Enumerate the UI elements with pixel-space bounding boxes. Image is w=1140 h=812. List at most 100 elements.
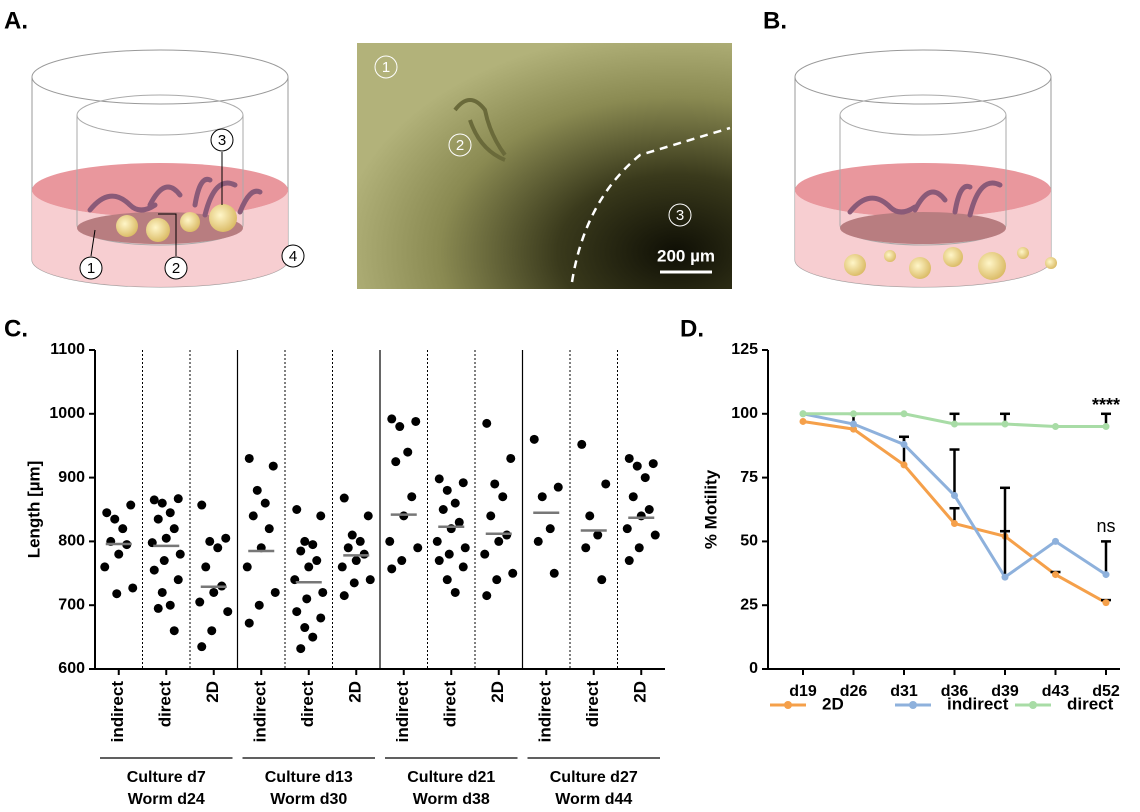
leader bbox=[158, 213, 177, 256]
data-point bbox=[533, 536, 543, 546]
x-tick-label: d39 bbox=[991, 683, 1019, 700]
organoid bbox=[1045, 257, 1057, 269]
marker-circle bbox=[164, 256, 188, 280]
organoid bbox=[180, 212, 200, 232]
data-point bbox=[438, 505, 448, 514]
data-point bbox=[300, 623, 310, 633]
y-tick-label: 600 bbox=[58, 660, 85, 677]
data-point bbox=[110, 514, 120, 524]
x-tick-label: direct bbox=[583, 681, 602, 728]
group-label: Culture d7 bbox=[127, 769, 206, 786]
membrane bbox=[840, 212, 1006, 244]
marker-circle bbox=[668, 203, 692, 227]
data-point bbox=[494, 536, 504, 546]
marker: 3 bbox=[676, 207, 684, 224]
data-point bbox=[1102, 599, 1110, 607]
marker-circle bbox=[281, 244, 305, 268]
data-point bbox=[799, 417, 807, 425]
x-tick-label: 2D bbox=[631, 681, 650, 703]
data-point bbox=[577, 439, 587, 449]
data-point bbox=[549, 568, 559, 578]
x-tick-label: indirect bbox=[393, 681, 412, 743]
x-tick-label: 2D bbox=[346, 681, 365, 703]
x-tick-label: d43 bbox=[1042, 683, 1070, 700]
data-point bbox=[292, 505, 302, 514]
data-point bbox=[100, 562, 110, 572]
data-point bbox=[173, 575, 183, 585]
data-point bbox=[209, 587, 219, 597]
data-point bbox=[308, 632, 318, 642]
data-point bbox=[634, 543, 644, 553]
data-point bbox=[506, 453, 516, 463]
data-point bbox=[316, 511, 326, 521]
data-point bbox=[223, 607, 233, 617]
dish-illustration bbox=[794, 49, 1057, 288]
data-point bbox=[486, 511, 496, 521]
panel-label: A. bbox=[4, 7, 28, 34]
data-point bbox=[460, 543, 470, 553]
data-point bbox=[149, 565, 159, 575]
organoid bbox=[1017, 247, 1029, 259]
organoid bbox=[209, 204, 237, 232]
x-tick-label: d19 bbox=[789, 683, 817, 700]
data-point bbox=[169, 626, 179, 636]
data-point bbox=[490, 479, 500, 489]
data-point bbox=[365, 575, 375, 585]
x-tick-label: indirect bbox=[536, 681, 555, 743]
data-point bbox=[159, 556, 169, 566]
data-point bbox=[355, 536, 365, 546]
data-point bbox=[593, 530, 603, 540]
panel-label: C. bbox=[4, 315, 28, 342]
marker: 2 bbox=[456, 137, 464, 154]
beaker-rim bbox=[794, 49, 1052, 105]
data-point bbox=[312, 556, 322, 566]
data-point bbox=[128, 583, 138, 593]
data-point bbox=[1102, 571, 1110, 579]
data-point bbox=[302, 594, 312, 604]
data-point bbox=[640, 473, 650, 483]
data-point bbox=[407, 492, 417, 502]
data-point bbox=[799, 410, 807, 418]
insert-rim bbox=[76, 94, 244, 136]
data-point bbox=[153, 514, 163, 524]
data-point bbox=[399, 511, 409, 521]
marker-circle bbox=[210, 128, 234, 152]
data-point bbox=[450, 587, 460, 597]
data-point bbox=[201, 562, 211, 572]
legend-marker bbox=[909, 701, 917, 709]
data-point bbox=[537, 492, 547, 502]
group-label: Culture d27 bbox=[550, 769, 638, 786]
data-point bbox=[529, 434, 539, 444]
data-point bbox=[432, 536, 442, 546]
organoid bbox=[844, 254, 866, 276]
worms bbox=[87, 176, 263, 218]
legend-marker bbox=[1029, 701, 1037, 709]
dish-illustration: 1 2 3 4 bbox=[31, 49, 305, 288]
organoid bbox=[116, 215, 138, 237]
data-point bbox=[244, 618, 254, 628]
y-tick-label: 75 bbox=[740, 469, 758, 486]
x-tick-label: direct bbox=[298, 681, 317, 728]
y-tick-label: 1100 bbox=[50, 341, 85, 358]
group-label: Worm d24 bbox=[128, 791, 205, 808]
medium-surface bbox=[795, 163, 1051, 217]
data-point bbox=[149, 495, 159, 505]
marker-circle bbox=[79, 256, 103, 280]
data-point bbox=[296, 546, 306, 556]
data-point bbox=[458, 562, 468, 572]
x-tick-label: d31 bbox=[890, 683, 918, 700]
data-point bbox=[644, 505, 654, 514]
data-point bbox=[498, 492, 508, 502]
y-tick-label: 50 bbox=[740, 533, 758, 550]
x-tick-label: direct bbox=[156, 681, 175, 728]
data-point bbox=[403, 447, 413, 457]
data-point bbox=[359, 549, 369, 559]
data-point bbox=[508, 568, 518, 578]
data-point bbox=[339, 591, 349, 601]
data-point bbox=[195, 597, 205, 607]
data-point bbox=[395, 422, 405, 432]
data-point bbox=[242, 562, 252, 572]
x-tick-label: 2D bbox=[488, 681, 507, 703]
data-point bbox=[850, 420, 857, 428]
data-point bbox=[391, 457, 401, 467]
